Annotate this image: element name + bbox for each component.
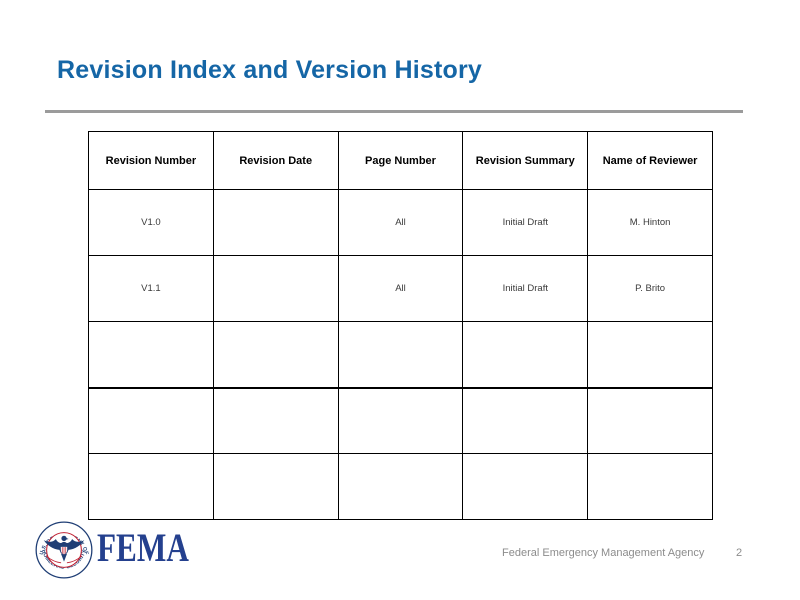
page-title: Revision Index and Version History	[57, 56, 482, 84]
header-revision-number: Revision Number	[88, 131, 214, 190]
table-row	[88, 387, 713, 454]
table-cell	[212, 189, 339, 256]
table-cell	[212, 387, 339, 454]
footer-agency-text: Federal Emergency Management Agency	[502, 547, 705, 559]
table-cell	[337, 387, 464, 454]
table-cell	[212, 255, 339, 322]
table-cell: All	[337, 255, 464, 322]
table-cell: Initial Draft	[462, 255, 589, 322]
table-cell	[462, 387, 589, 454]
table-cell	[587, 321, 713, 389]
table-row: V1.0 All Initial Draft M. Hinton	[88, 189, 713, 256]
header-name-of-reviewer: Name of Reviewer	[587, 131, 713, 190]
table-cell	[88, 453, 214, 520]
table-cell: All	[337, 189, 464, 256]
title-underline	[45, 110, 743, 113]
table-cell	[587, 453, 713, 520]
table-cell	[88, 321, 214, 389]
table-cell	[462, 453, 589, 520]
header-revision-summary: Revision Summary	[462, 131, 589, 190]
table-cell: P. Brito	[587, 255, 713, 322]
table-row	[88, 321, 713, 389]
fema-logo-wordmark: FEMA	[97, 525, 189, 570]
table-cell	[462, 321, 589, 389]
table-cell: Initial Draft	[462, 189, 589, 256]
seal-eagle	[43, 535, 85, 564]
table-cell: M. Hinton	[587, 189, 713, 256]
table-cell	[337, 321, 464, 389]
dhs-seal-icon: U.S. DEPARTMENT OF HOMELAND SECURITY	[35, 521, 93, 579]
table-header-row: Revision Number Revision Date Page Numbe…	[88, 131, 713, 190]
table-cell	[337, 453, 464, 520]
table-cell: V1.1	[88, 255, 214, 322]
page-number: 2	[736, 547, 743, 559]
table-cell: V1.0	[88, 189, 214, 256]
header-page-number: Page Number	[337, 131, 464, 190]
table-row	[88, 453, 713, 520]
table-cell	[88, 387, 214, 454]
table-row: V1.1 All Initial Draft P. Brito	[88, 255, 713, 322]
revision-history-table: Revision Number Revision Date Page Numbe…	[88, 131, 713, 520]
table-cell	[587, 387, 713, 454]
header-revision-date: Revision Date	[212, 131, 339, 190]
table-cell	[212, 453, 339, 520]
table-cell	[212, 321, 339, 389]
